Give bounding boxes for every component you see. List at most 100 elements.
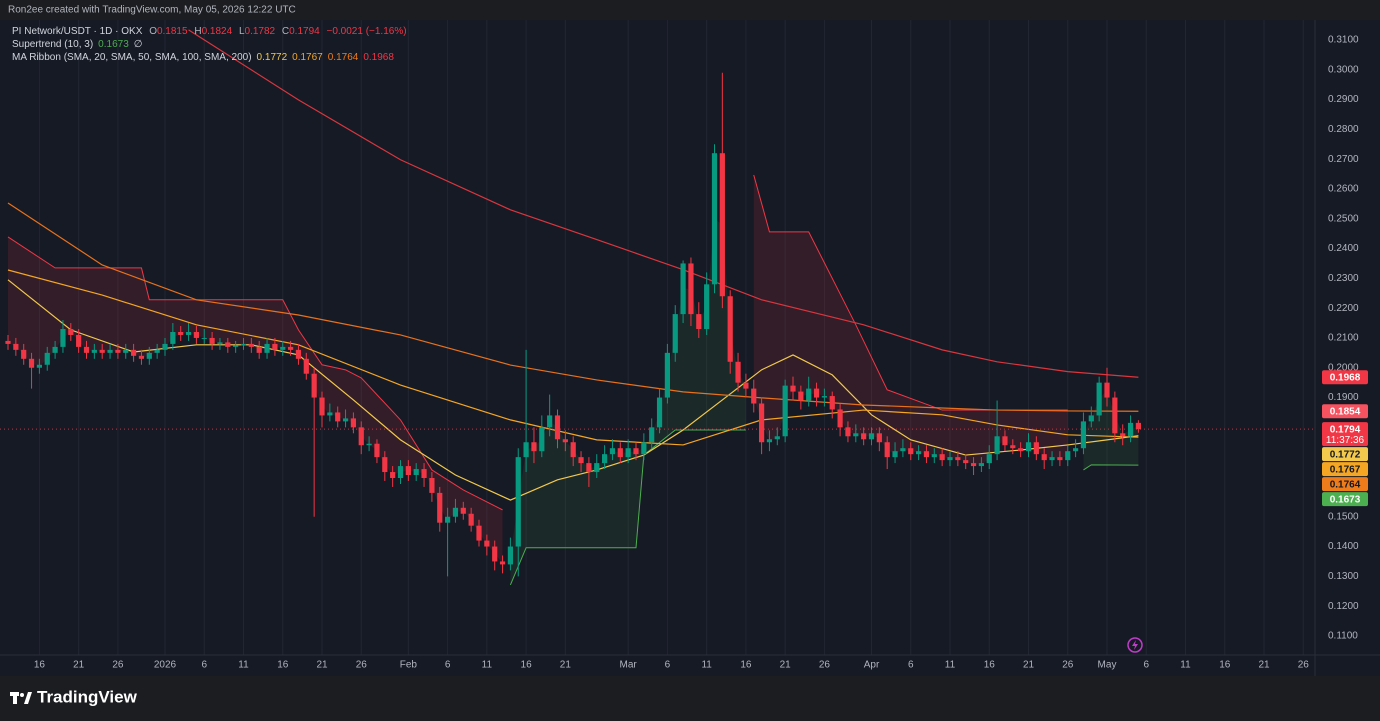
candle-body: [1002, 436, 1008, 446]
candle-body: [52, 346, 58, 353]
candle-body: [1088, 415, 1094, 422]
x-tick-label: 21: [560, 660, 572, 671]
alert-icon[interactable]: [1127, 637, 1143, 653]
x-tick-label: Mar: [620, 660, 638, 671]
candle-body: [131, 349, 137, 356]
candles: [5, 72, 1141, 577]
open-label: O: [149, 26, 157, 37]
candle-body: [861, 433, 867, 440]
y-tick-label: 0.2700: [1328, 154, 1359, 165]
y-tick-label: 0.1300: [1328, 571, 1359, 582]
indicator-value: 0.1772: [256, 52, 288, 63]
y-tick-label: 0.2500: [1328, 213, 1359, 224]
candle-body: [68, 329, 74, 335]
x-tick-label: 26: [819, 660, 831, 671]
price-label-box: [1322, 462, 1368, 477]
price-label: 0.1794: [1330, 424, 1361, 435]
candle-body: [209, 337, 215, 344]
candle-body: [217, 342, 223, 344]
candle-body: [429, 477, 435, 493]
candle-body: [633, 448, 639, 455]
candle-body: [350, 418, 356, 428]
x-tick-label: 11: [945, 660, 956, 671]
candle-body: [696, 314, 702, 330]
candle-body: [382, 457, 388, 473]
candle-body: [649, 427, 655, 443]
x-tick-label: 6: [1143, 660, 1149, 671]
y-tick-label: 0.1500: [1328, 511, 1359, 522]
candle-body: [562, 439, 568, 443]
x-tick-label: 16: [34, 660, 46, 671]
candle-body: [743, 382, 749, 389]
y-tick-label: 0.2800: [1328, 124, 1359, 135]
chart-panel: [0, 20, 1380, 676]
candle-body: [468, 513, 474, 526]
candle-body: [656, 397, 663, 428]
x-tick-label: 26: [356, 660, 368, 671]
indicator-suffix: ∅: [133, 39, 143, 50]
candle-body: [806, 388, 812, 401]
candle-body: [342, 418, 349, 422]
candle-body: [138, 355, 145, 359]
candle-body: [248, 343, 254, 347]
x-tick-label: 2026: [154, 660, 177, 671]
candle-body: [876, 433, 882, 443]
candle-body: [44, 352, 50, 365]
candle-body: [335, 412, 341, 422]
candle-body: [1025, 442, 1032, 452]
candle-body: [970, 463, 977, 467]
candle-body: [233, 345, 239, 347]
candle-body: [1033, 442, 1039, 455]
candle-body: [766, 439, 773, 443]
supertrend-line: [1083, 464, 1139, 471]
y-tick-label: 0.2600: [1328, 184, 1359, 195]
x-tick-label: 21: [1258, 660, 1270, 671]
x-tick-label: 21: [316, 660, 328, 671]
candle-body: [405, 466, 411, 476]
candle-body: [99, 349, 105, 353]
candle-body: [13, 343, 19, 350]
supertrend-line: [7, 236, 503, 511]
candle-body: [986, 454, 992, 464]
candle-body: [295, 349, 302, 359]
x-tick-label: 16: [521, 660, 533, 671]
candle-body: [829, 396, 835, 410]
candle-body: [602, 454, 608, 464]
candle-body: [845, 427, 851, 437]
candle-body: [1096, 382, 1102, 416]
candle-body: [821, 396, 827, 398]
candle-body: [1135, 422, 1141, 430]
candle-body: [719, 153, 725, 297]
candle-body: [193, 331, 199, 338]
indicator-row: MA Ribbon (SMA, 20, SMA, 50, SMA, 100, S…: [12, 51, 407, 64]
candle-body: [201, 337, 207, 339]
price-label: 0.1854: [1330, 406, 1361, 417]
candle-body: [813, 388, 820, 398]
indicator-value: 0.1673: [98, 39, 129, 50]
candle-body: [939, 454, 945, 461]
candle-body: [1073, 448, 1079, 452]
candle-body: [978, 463, 984, 467]
close-label: C: [281, 26, 290, 37]
x-tick-label: 26: [1062, 660, 1074, 671]
candle-body: [554, 415, 561, 440]
candle-body: [947, 457, 953, 461]
candle-body: [594, 463, 600, 473]
x-tick-label: 6: [201, 660, 207, 671]
candle-body: [303, 358, 309, 374]
y-tick-label: 0.2900: [1328, 94, 1359, 105]
candle-body: [413, 469, 419, 476]
indicator-label: Supertrend (10, 3): [12, 39, 94, 50]
candle-body: [688, 263, 694, 315]
x-tick-label: 11: [238, 660, 249, 671]
candle-body: [76, 334, 82, 347]
candle-body: [586, 463, 592, 473]
price-label: 0.1767: [1330, 464, 1361, 475]
candle-body: [547, 415, 553, 428]
candle-body: [955, 457, 961, 461]
candle-body: [892, 451, 898, 458]
candle-body: [774, 436, 780, 440]
candle-body: [523, 442, 529, 458]
credit: Ron2ee created with TradingView.com, May…: [8, 5, 296, 16]
candle-body: [272, 343, 278, 350]
